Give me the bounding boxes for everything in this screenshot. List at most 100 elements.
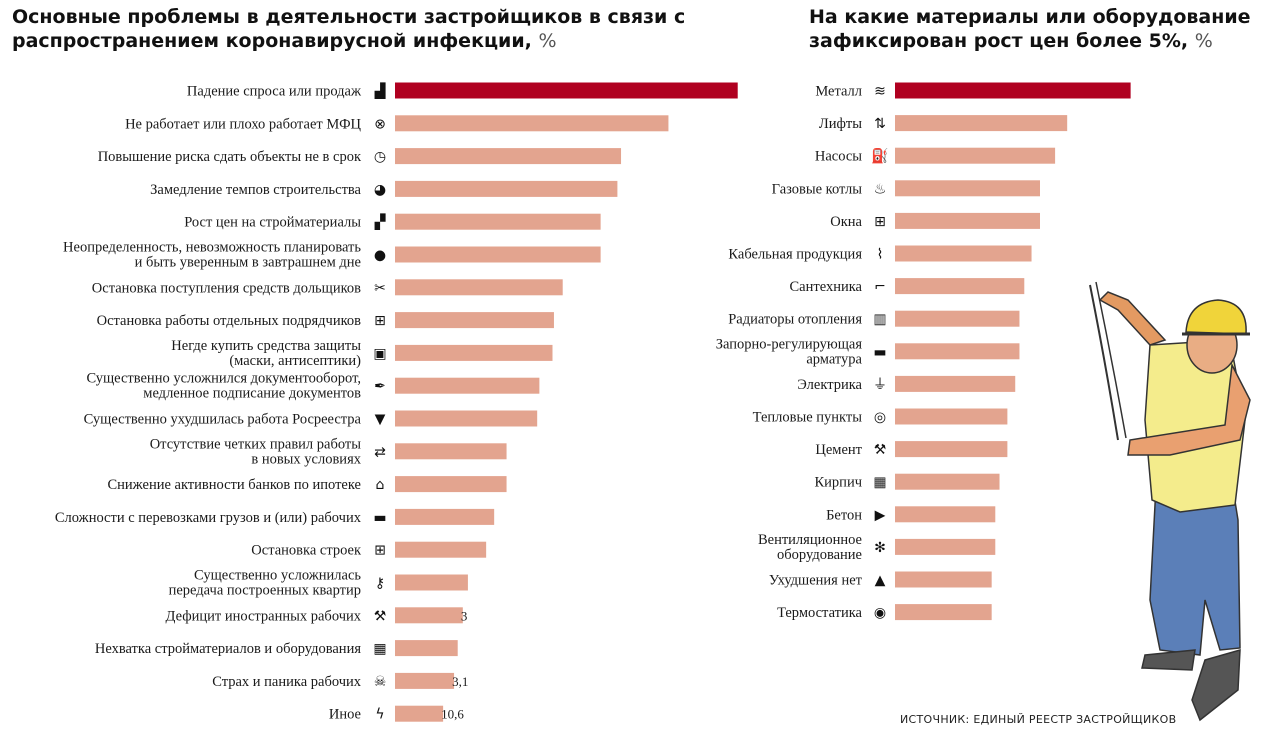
category-label-left-5: Неопределенность, невозможность планиров… [63,240,361,271]
bar-left-3 [395,180,618,197]
bar-left-6 [395,279,563,296]
bar-left-7 [395,312,554,329]
bar-left-18 [395,672,455,689]
category-label-left-4: Рост цен на стройматериалы [184,215,361,231]
bar-left-17 [395,640,458,657]
bar-left-12 [395,476,507,493]
cement-worker-icon: ⚒ [874,442,887,458]
category-label-left-19: Иное [329,707,361,723]
bar-right-6 [895,278,1025,295]
category-label-right-15: Ухудшения нет [769,573,863,589]
bar-right-4 [895,212,1040,229]
radiator-icon: ▥ [873,312,886,328]
barrier-icon: ⊞ [374,313,386,329]
bar-left-11 [395,443,507,460]
worker-illustration [1089,281,1251,722]
category-label-left-17: Нехватка стройматериалов и оборудования [95,641,361,657]
bar-left-0 [395,82,738,99]
chart-up-icon: ▞ [374,213,386,231]
thumbs-up-icon: ▲ [875,573,886,589]
left-bar-chart: Падение спроса или продаж ▟ Не работает ил… [55,82,738,723]
bar-right-1 [895,115,1068,132]
bar-right-13 [895,506,996,523]
category-label-right-12: Кирпич [815,475,863,491]
bar-left-8 [395,344,553,361]
category-label-right-7: Радиаторы отопления [728,312,862,328]
snail-icon: ◕ [374,182,386,198]
value-label-left-18: 3,1 [452,674,468,689]
bar-right-7 [895,310,1020,327]
bar-left-14 [395,541,487,558]
translate-icon: ⇄ [374,444,386,460]
concrete-truck-icon: ▶ [875,507,886,523]
lightning-icon: ϟ [375,707,384,723]
bar-right-15 [895,571,992,588]
bar-right-3 [895,180,1040,197]
category-label-left-13: Сложности с перевозками грузов и (или) р… [55,510,362,526]
category-label-left-1: Не работает или плохо работает МФЦ [125,116,361,132]
source-note: ИСТОЧНИК: ЕДИНЫЙ РЕЕСТР ЗАСТРОЙЩИКОВ [900,713,1177,726]
faucet-icon: ⌐ [874,279,886,295]
cable-icon: ⌇ [877,247,884,263]
bar-left-10 [395,410,538,427]
fan-icon: ✻ [874,540,886,556]
bar-right-5 [895,245,1032,262]
car-icon: ▬ [373,510,386,526]
category-label-right-6: Сантехника [790,279,863,295]
gas-boiler-icon: ♨ [874,181,887,197]
category-label-right-3: Газовые котлы [772,181,863,197]
left-chart-unit: % [538,30,557,52]
clock-icon: ◷ [374,149,386,165]
bar-right-8 [895,343,1020,360]
category-label-left-16: Дефицит иностранных рабочих [166,608,362,624]
chart-down-icon: ▟ [374,82,386,100]
bar-right-10 [895,408,1008,425]
value-label-left-16: 3 [461,608,468,623]
bar-left-9 [395,377,540,394]
bar-right-16 [895,604,992,621]
barrier-icon: ⊞ [374,543,386,559]
bar-left-16 [395,607,463,624]
pump-icon: ⛽ [871,148,888,165]
category-label-right-2: Насосы [815,149,862,165]
category-label-right-0: Металл [815,84,862,100]
bar-left-19 [395,705,444,722]
category-label-left-6: Остановка поступления средств дольщиков [92,280,361,296]
bar-left-2 [395,148,622,165]
skull-icon: ☠ [374,674,387,690]
metal-icon: ≋ [874,84,886,100]
elevator-icon: ⇅ [874,116,886,132]
value-label-left-19: 10,6 [441,707,464,722]
right-bar-chart: Металл ≋ Лифты ⇅ Насосы ⛽ Газовые котлы ♨ Окна ⊞ К… [716,82,1131,621]
category-label-left-7: Остановка работы отдельных подрядчиков [97,313,362,329]
category-label-left-14: Остановка строек [251,543,362,559]
category-label-right-8: Запорно-регулирующая арматура [716,336,863,367]
bar-right-12 [895,473,1000,490]
bar-left-15 [395,574,468,591]
category-label-left-2: Повышение риска сдать объекты не в срок [98,149,362,165]
bar-left-4 [395,213,601,230]
bar-right-11 [895,441,1008,458]
category-label-left-11: Отсутствие четких правил работы в новых у… [150,436,362,467]
category-label-left-3: Замедление темпов строительства [150,182,361,198]
window-icon: ⊞ [874,214,886,230]
category-label-left-15: Существенно усложнилась передача построен… [169,568,362,599]
category-label-left-0: Падение спроса или продаж [187,84,362,100]
category-label-left-10: Существенно ухудшилась работа Росреестра [84,412,362,428]
category-label-right-11: Цемент [815,442,862,458]
category-label-left-8: Негде купить средства защиты (маски, анти… [171,338,361,369]
toolbox-icon: ▬ [873,344,886,360]
category-label-right-10: Тепловые пункты [753,410,863,426]
category-label-right-1: Лифты [819,116,862,132]
category-label-left-18: Страх и паника рабочих [212,674,362,690]
bar-right-0 [895,82,1131,99]
bar-left-5 [395,246,601,263]
bricks-icon: ▦ [873,475,886,491]
mask-icon: ▣ [373,346,386,362]
feather-icon: ✒ [374,379,386,395]
bar-right-9 [895,375,1016,392]
worker-icon: ⚒ [374,608,387,624]
category-label-right-5: Кабельная продукция [728,247,862,263]
thermostat-icon: ◉ [874,605,886,621]
